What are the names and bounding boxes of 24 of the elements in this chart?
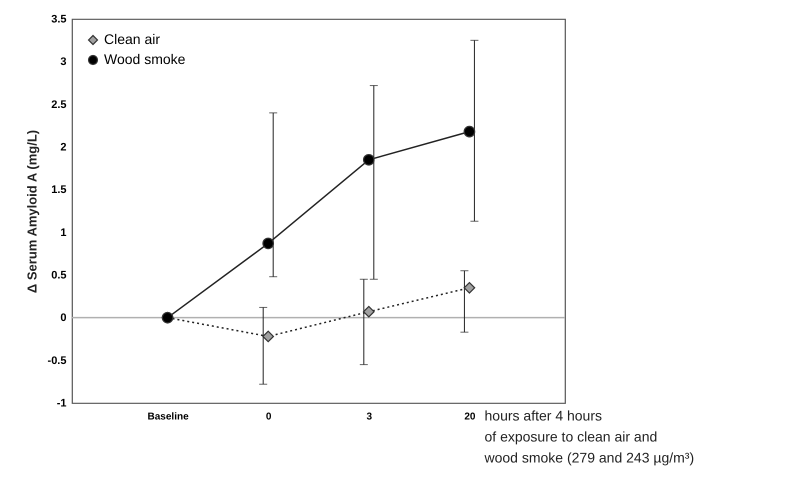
- point: [262, 330, 274, 342]
- y-tick-label: 0: [60, 312, 66, 324]
- y-tick-label: -0.5: [48, 354, 66, 367]
- x-tick-label: 3: [366, 412, 373, 422]
- point: [362, 306, 375, 318]
- point: [464, 282, 476, 294]
- y-tick-label: 2: [60, 142, 66, 154]
- point: [464, 126, 476, 138]
- y-tick-label: 1: [60, 226, 66, 239]
- y-tick-label: 3.5: [51, 14, 66, 26]
- y-tick-label: 1.5: [51, 184, 66, 196]
- x-tick-label: Baseline: [148, 412, 190, 422]
- y-axis-title: Δ Serum Amyloid A (mg/L): [24, 130, 40, 294]
- y-tick-label: 2.5: [51, 98, 66, 111]
- x-axis-title: hours after 4 hours of exposure to clean air and wood smoke (279 and 243 µg/m³): [484, 408, 694, 466]
- x-tick-label: 0: [266, 412, 272, 422]
- point: [362, 154, 375, 166]
- y-tick-label: 3: [60, 56, 66, 68]
- y-tick-label: 0.5: [51, 270, 66, 282]
- y-tick-label: -1: [56, 398, 66, 410]
- x-tick-label: 20: [464, 412, 476, 422]
- legend-label: Clean air: [104, 31, 160, 47]
- point: [262, 238, 274, 250]
- legend-label: Wood smoke: [104, 51, 186, 67]
